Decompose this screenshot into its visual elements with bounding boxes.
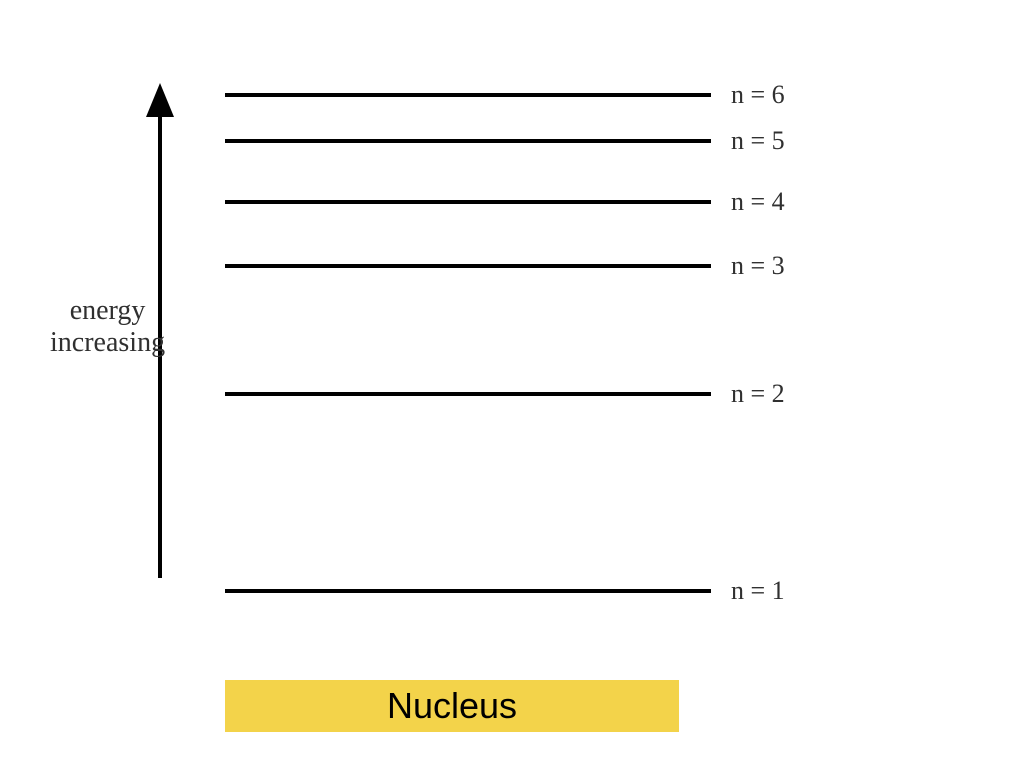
level-line-n3 xyxy=(225,264,711,268)
nucleus-box: Nucleus xyxy=(225,680,679,732)
level-line-n4 xyxy=(225,200,711,204)
level-line-n1 xyxy=(225,589,711,593)
level-label-n5: n = 5 xyxy=(731,126,785,156)
level-label-n1: n = 1 xyxy=(731,576,785,606)
level-line-n6 xyxy=(225,93,711,97)
level-label-n6: n = 6 xyxy=(731,80,785,110)
arrow-label: energy increasing xyxy=(50,295,165,359)
level-label-n3: n = 3 xyxy=(731,251,785,281)
level-line-n5 xyxy=(225,139,711,143)
arrow-label-line2: increasing xyxy=(50,327,165,358)
energy-level-diagram: n = 6 n = 5 n = 4 n = 3 n = 2 n = 1 ener… xyxy=(0,0,1024,768)
level-label-n2: n = 2 xyxy=(731,379,785,409)
arrow-head-icon xyxy=(146,83,174,117)
level-label-n4: n = 4 xyxy=(731,187,785,217)
level-line-n2 xyxy=(225,392,711,396)
arrow-label-line1: energy xyxy=(70,295,146,326)
